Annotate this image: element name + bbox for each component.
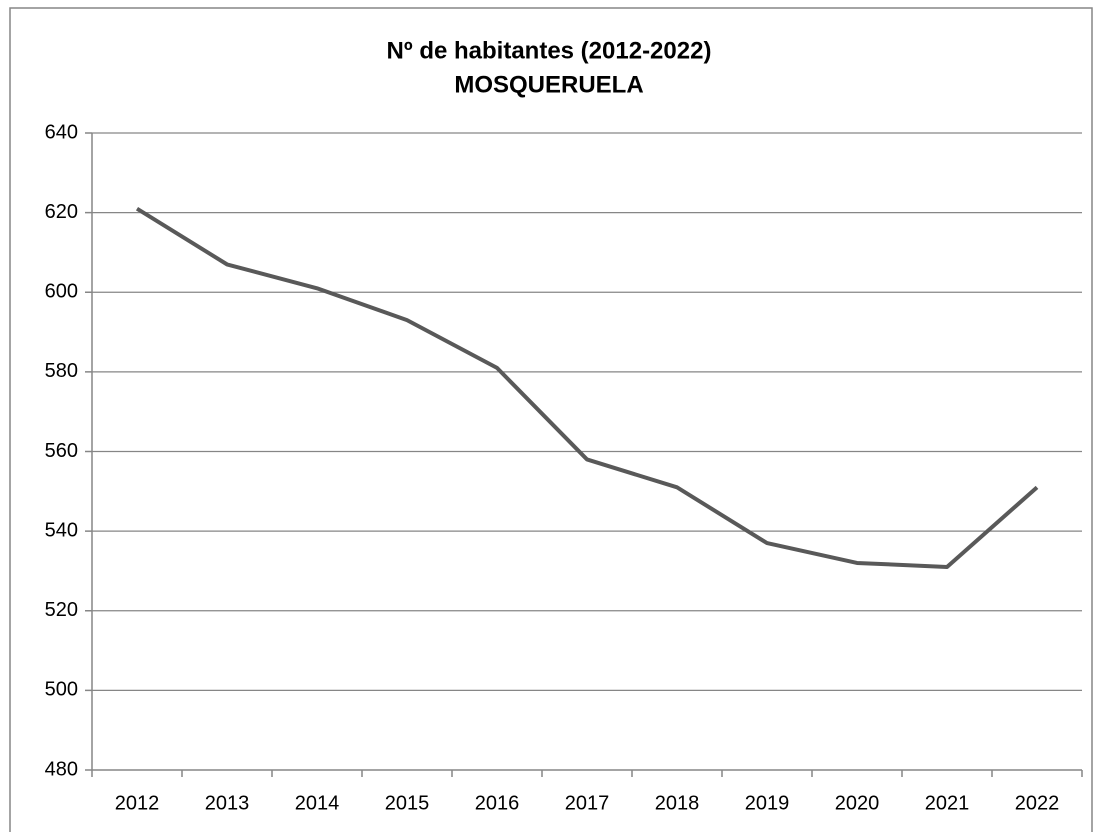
y-tick-label: 620 xyxy=(45,201,78,223)
x-tick-label: 2019 xyxy=(745,792,790,814)
y-tick-label: 480 xyxy=(45,758,78,780)
y-tick-label: 500 xyxy=(45,679,78,701)
chart-subtitle: MOSQUERUELA xyxy=(454,71,643,98)
x-tick-label: 2021 xyxy=(925,792,970,814)
chart-title: Nº de habitantes (2012-2022) xyxy=(387,37,712,64)
x-tick-label: 2016 xyxy=(475,792,520,814)
x-tick-label: 2020 xyxy=(835,792,880,814)
x-tick-label: 2013 xyxy=(205,792,250,814)
y-tick-label: 540 xyxy=(45,519,78,541)
x-tick-label: 2015 xyxy=(385,792,430,814)
x-tick-label: 2022 xyxy=(1015,792,1060,814)
y-tick-label: 560 xyxy=(45,440,78,462)
x-tick-label: 2017 xyxy=(565,792,610,814)
x-tick-label: 2012 xyxy=(115,792,160,814)
y-tick-label: 580 xyxy=(45,360,78,382)
x-tick-label: 2018 xyxy=(655,792,700,814)
y-tick-label: 520 xyxy=(45,599,78,621)
data-line xyxy=(135,206,1039,569)
y-tick-label: 600 xyxy=(45,281,78,303)
y-tick-label: 640 xyxy=(45,121,78,143)
x-tick-label: 2014 xyxy=(295,792,340,814)
